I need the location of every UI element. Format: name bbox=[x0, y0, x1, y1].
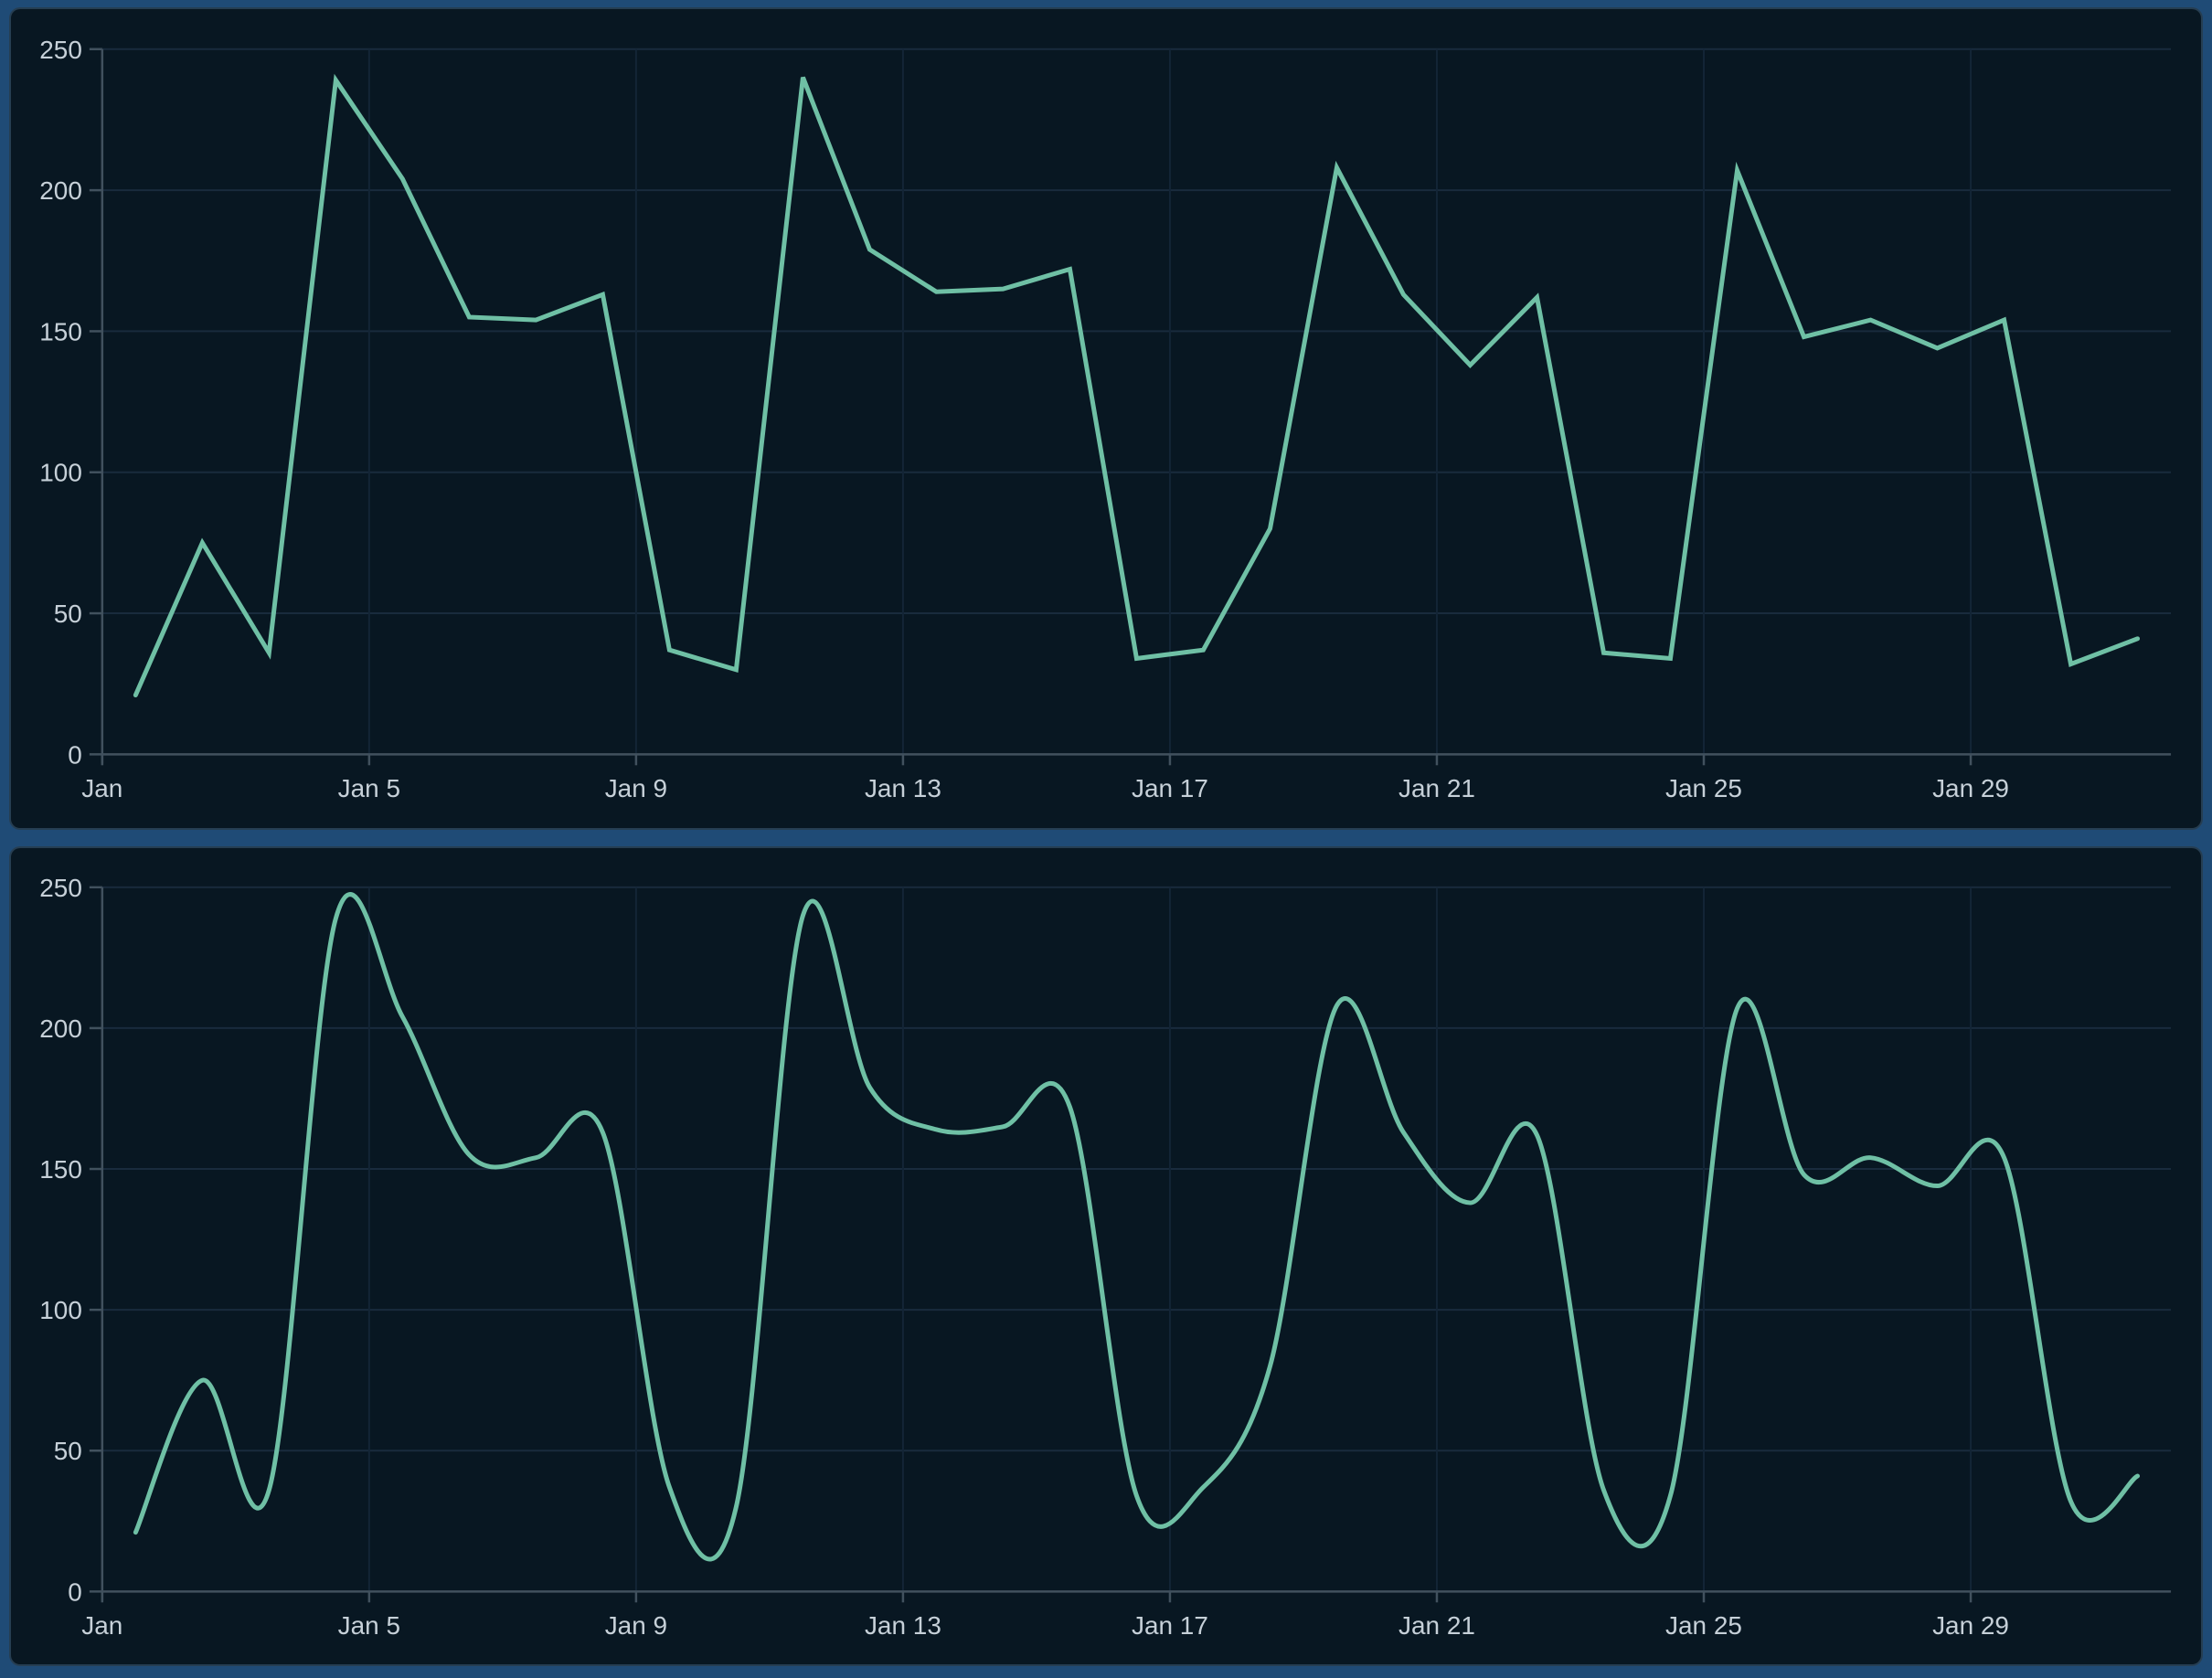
y-tick-label: 100 bbox=[39, 459, 82, 487]
x-tick-label: Jan 9 bbox=[605, 774, 667, 802]
data-line-linear bbox=[133, 73, 2141, 698]
y-tick-label: 150 bbox=[39, 1155, 82, 1184]
y-tick-label: 50 bbox=[54, 1437, 82, 1465]
y-tick-label: 50 bbox=[54, 600, 82, 628]
x-tick-label: Jan 13 bbox=[865, 774, 941, 802]
x-tick-label: Jan bbox=[81, 774, 122, 802]
y-tick-label: 0 bbox=[68, 740, 82, 769]
x-tick-label: Jan 5 bbox=[338, 1611, 400, 1640]
x-tick-label: Jan 29 bbox=[1932, 774, 2009, 802]
y-tick-label: 0 bbox=[68, 1577, 82, 1606]
y-tick-label: 250 bbox=[39, 36, 82, 64]
y-tick-label: 200 bbox=[39, 1014, 82, 1043]
x-tick-label: Jan 29 bbox=[1932, 1611, 2009, 1640]
y-tick-label: 250 bbox=[39, 874, 82, 902]
x-tick-label: Jan 21 bbox=[1398, 774, 1475, 802]
data-line-spline bbox=[133, 892, 2141, 1562]
panel-linear-chart: 0 50 100 150 200 250 Jan Jan 5 Jan 9 Jan 13 Jan 17… bbox=[9, 7, 2203, 830]
y-tick-label: 150 bbox=[39, 317, 82, 345]
y-tick-label: 200 bbox=[39, 176, 82, 205]
x-tick-label: Jan 21 bbox=[1398, 1611, 1475, 1640]
x-tick-label: Jan 17 bbox=[1132, 774, 1208, 802]
x-tick-label: Jan 17 bbox=[1132, 1611, 1208, 1640]
x-tick-label: Jan bbox=[81, 1611, 122, 1640]
smooth-line-chart[interactable]: 0 50 100 150 200 250 Jan Jan 5 Jan 9 Jan 13 Jan 17… bbox=[11, 848, 2201, 1664]
x-tick-label: Jan 25 bbox=[1665, 774, 1742, 802]
y-tick-label: 100 bbox=[39, 1296, 82, 1324]
x-tick-label: Jan 13 bbox=[865, 1611, 941, 1640]
linear-line-chart[interactable]: 0 50 100 150 200 250 Jan Jan 5 Jan 9 Jan 13 Jan 17… bbox=[11, 9, 2201, 828]
panel-smooth-chart: 0 50 100 150 200 250 Jan Jan 5 Jan 9 Jan 13 Jan 17… bbox=[9, 846, 2203, 1666]
x-tick-label: Jan 9 bbox=[605, 1611, 667, 1640]
x-tick-label: Jan 25 bbox=[1665, 1611, 1742, 1640]
x-tick-label: Jan 5 bbox=[338, 774, 400, 802]
